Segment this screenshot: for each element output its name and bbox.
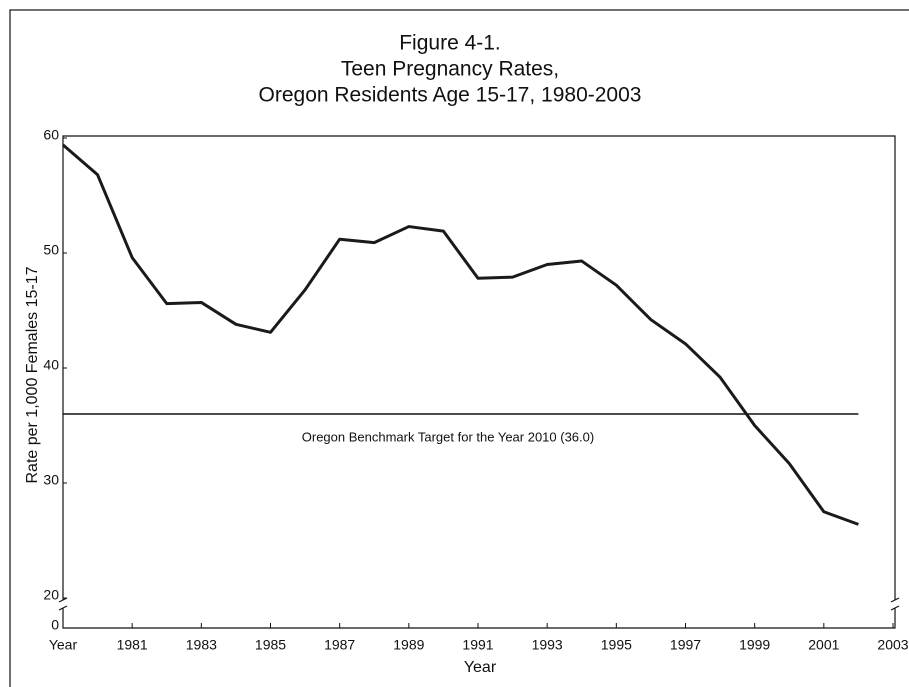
y-tick-label: 40 [43, 357, 59, 373]
x-axis-label: Year [464, 659, 497, 676]
x-tick-label: 1987 [324, 637, 355, 653]
data-line [62, 143, 859, 526]
chart-title: Teen Pregnancy Rates, [341, 58, 559, 81]
y-tick-label: 60 [43, 127, 59, 143]
x-tick-label: 2003 [877, 637, 908, 653]
x-tick-label: 1983 [186, 637, 217, 653]
y-tick-label: 0 [51, 617, 59, 633]
axis-break [890, 605, 900, 611]
y-tick-label: 30 [43, 472, 59, 488]
x-tick-label: 1997 [670, 637, 701, 653]
x-tick-label: 1995 [601, 637, 632, 653]
x-tick-label: 1981 [117, 637, 148, 653]
x-tick-label: 1991 [462, 637, 493, 653]
axis-line [62, 608, 896, 629]
axis-break [890, 597, 900, 603]
y-tick-label: 50 [43, 242, 59, 258]
x-tick-label: 1999 [739, 637, 770, 653]
x-tick-label: 1993 [532, 637, 563, 653]
y-tick-label: 20 [43, 587, 59, 603]
x-tick-label: 1989 [393, 637, 424, 653]
y-axis-label: Rate per 1,000 Females 15-17 [24, 266, 41, 483]
x-tick-label: Year [49, 637, 78, 653]
outer-border [9, 9, 909, 687]
chart-title: Oregon Residents Age 15-17, 1980-2003 [259, 84, 642, 107]
axis-break [58, 597, 68, 603]
axis-break [58, 605, 68, 611]
chart-title: Figure 4-1. [399, 32, 501, 55]
plot-frame [62, 135, 896, 600]
x-tick-label: 2001 [808, 637, 839, 653]
x-tick-label: 1985 [255, 637, 286, 653]
reference-label: Oregon Benchmark Target for the Year 201… [302, 429, 594, 444]
